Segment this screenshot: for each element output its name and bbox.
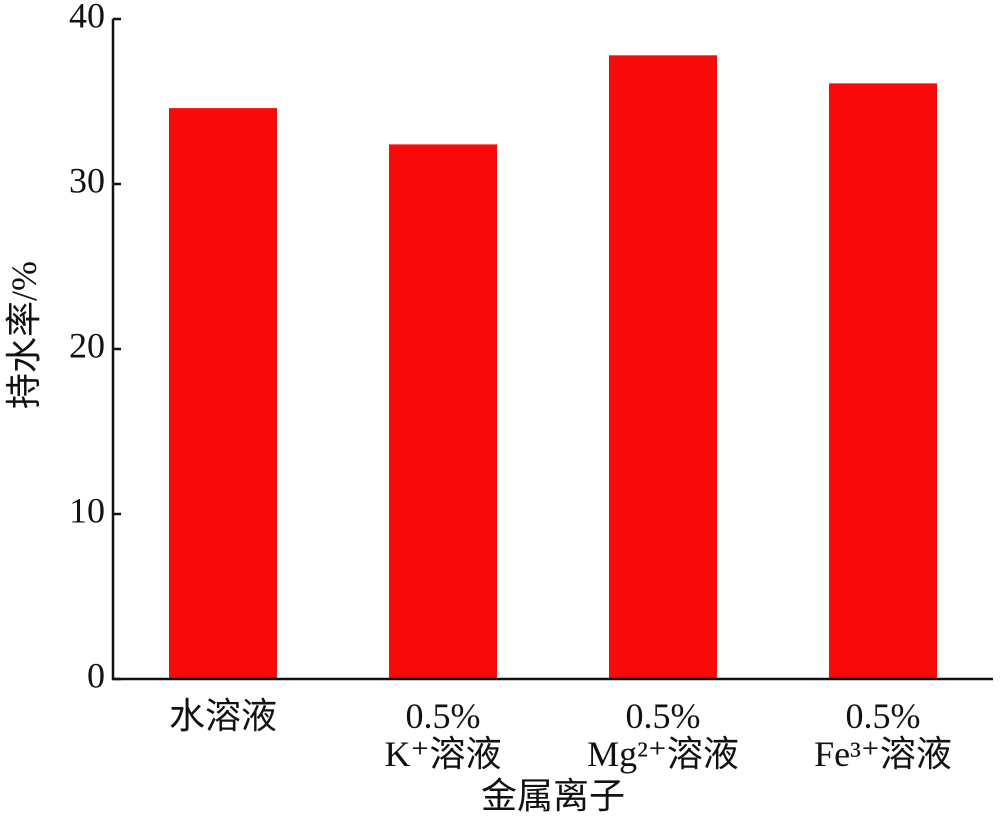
x-axis-label: 金属离子 bbox=[481, 776, 625, 816]
bar bbox=[829, 83, 937, 680]
y-tick-label: 10 bbox=[69, 490, 105, 530]
x-tick-label: 0.5% Fe³⁺溶液 bbox=[814, 696, 952, 774]
bar bbox=[169, 108, 277, 680]
bar bbox=[609, 55, 717, 680]
bar bbox=[389, 144, 497, 679]
y-axis-label: 持水率/% bbox=[4, 261, 44, 409]
y-tick-label: 40 bbox=[69, 0, 105, 35]
y-tick-label: 0 bbox=[87, 655, 105, 695]
x-tick-label: 水溶液 bbox=[169, 696, 277, 736]
y-tick-label: 30 bbox=[69, 160, 105, 200]
y-tick-label: 20 bbox=[69, 325, 105, 365]
x-tick-label: 0.5% Mg²⁺溶液 bbox=[587, 696, 739, 774]
x-tick-label: 0.5% K⁺溶液 bbox=[384, 696, 501, 774]
